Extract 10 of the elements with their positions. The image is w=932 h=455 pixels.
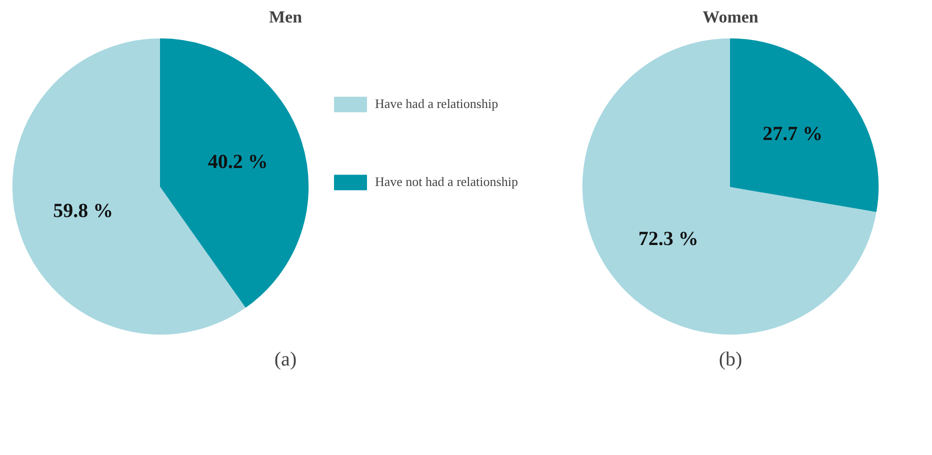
- data-label: 72.3 %: [638, 228, 698, 250]
- data-label: 59.8 %: [53, 200, 114, 222]
- legend-label: Have not had a relationship: [375, 174, 518, 190]
- data-label: 27.7 %: [762, 123, 823, 146]
- chart-title: Men: [268, 8, 303, 26]
- text: (b): [718, 348, 742, 370]
- data-label: 40.2 %: [208, 150, 268, 173]
- text: (a): [274, 348, 297, 370]
- chart-title: Women: [702, 8, 759, 26]
- legend-label: Have had a relationship: [375, 96, 498, 112]
